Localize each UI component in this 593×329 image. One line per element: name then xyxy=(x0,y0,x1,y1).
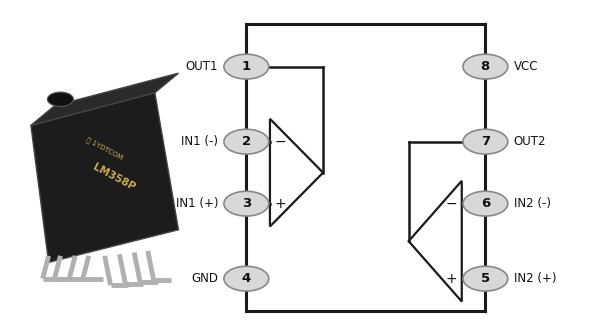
Text: −: − xyxy=(275,135,286,149)
Text: 5: 5 xyxy=(481,272,490,285)
Text: OUT2: OUT2 xyxy=(514,135,546,148)
Text: 쏊 1YDTCOM: 쏊 1YDTCOM xyxy=(85,136,124,161)
FancyBboxPatch shape xyxy=(1,1,226,328)
Circle shape xyxy=(463,191,508,216)
Text: VCC: VCC xyxy=(514,60,538,73)
Text: GND: GND xyxy=(191,272,218,285)
Circle shape xyxy=(463,129,508,154)
Polygon shape xyxy=(31,93,178,262)
Circle shape xyxy=(224,266,269,291)
Text: 7: 7 xyxy=(481,135,490,148)
Text: 1: 1 xyxy=(242,60,251,73)
Text: IN1 (-): IN1 (-) xyxy=(181,135,218,148)
Text: −: − xyxy=(445,197,457,211)
Text: 2: 2 xyxy=(242,135,251,148)
Text: 3: 3 xyxy=(242,197,251,210)
Circle shape xyxy=(224,191,269,216)
Text: +: + xyxy=(275,197,286,211)
Circle shape xyxy=(224,54,269,79)
Circle shape xyxy=(463,266,508,291)
Text: +: + xyxy=(445,272,457,286)
Circle shape xyxy=(47,92,74,107)
Circle shape xyxy=(463,54,508,79)
Text: LM358P: LM358P xyxy=(91,162,136,193)
Circle shape xyxy=(224,129,269,154)
Text: 8: 8 xyxy=(481,60,490,73)
Text: IN1 (+): IN1 (+) xyxy=(176,197,218,210)
Text: IN2 (+): IN2 (+) xyxy=(514,272,556,285)
Polygon shape xyxy=(31,73,178,125)
Text: IN2 (-): IN2 (-) xyxy=(514,197,551,210)
Text: OUT1: OUT1 xyxy=(186,60,218,73)
Text: 6: 6 xyxy=(481,197,490,210)
Text: 4: 4 xyxy=(242,272,251,285)
